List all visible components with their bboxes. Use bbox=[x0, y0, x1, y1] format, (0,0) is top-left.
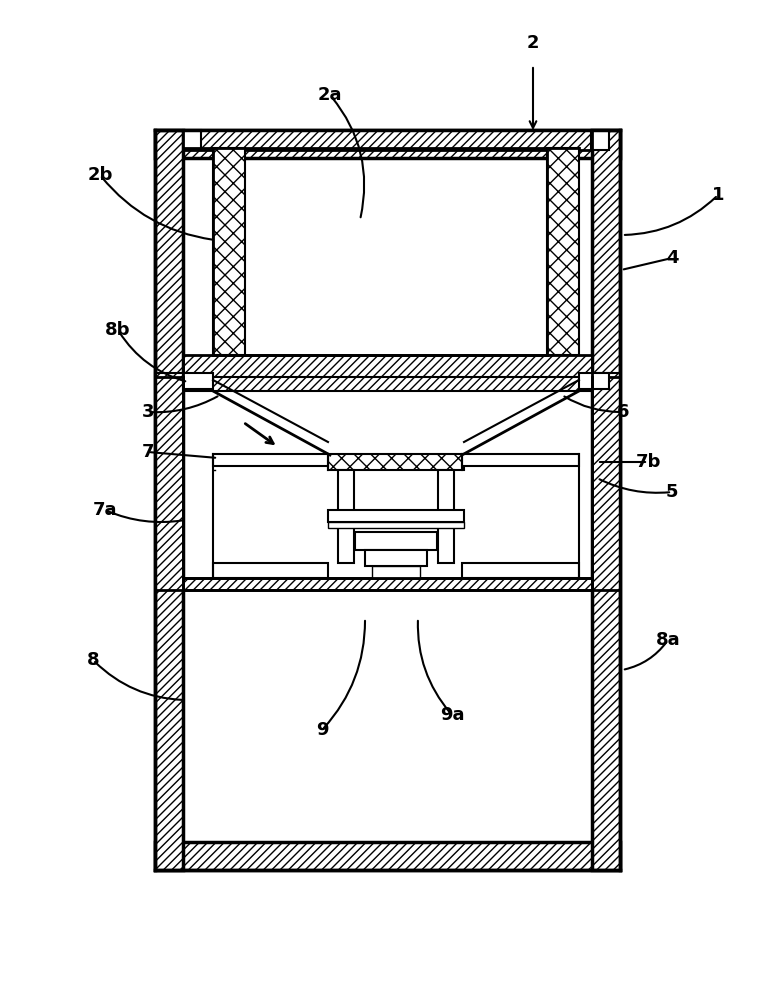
Text: 4: 4 bbox=[666, 249, 678, 267]
Text: 9a: 9a bbox=[439, 706, 464, 724]
Bar bbox=[183, 130, 201, 150]
Bar bbox=[438, 470, 454, 563]
Bar bbox=[213, 148, 245, 355]
Bar bbox=[183, 130, 592, 150]
Bar bbox=[155, 377, 183, 590]
Text: 7: 7 bbox=[142, 443, 154, 461]
Text: 9: 9 bbox=[315, 721, 329, 739]
Text: 3: 3 bbox=[142, 403, 154, 421]
Bar bbox=[365, 550, 427, 566]
Bar bbox=[155, 130, 183, 870]
Bar bbox=[328, 522, 464, 528]
Text: 8: 8 bbox=[87, 651, 99, 669]
Bar bbox=[579, 373, 609, 389]
Bar bbox=[213, 563, 328, 578]
Bar bbox=[462, 454, 579, 466]
Bar bbox=[338, 470, 354, 563]
Bar bbox=[328, 510, 464, 522]
Bar bbox=[372, 566, 420, 578]
Bar bbox=[183, 373, 213, 389]
Bar bbox=[592, 373, 620, 389]
Text: 8a: 8a bbox=[656, 631, 680, 649]
Bar bbox=[355, 532, 437, 550]
Text: 5: 5 bbox=[666, 483, 678, 501]
Bar bbox=[155, 130, 620, 158]
Text: 6: 6 bbox=[617, 403, 629, 421]
Bar bbox=[155, 842, 620, 870]
Text: 2b: 2b bbox=[88, 166, 112, 184]
Bar bbox=[592, 377, 620, 590]
Bar bbox=[462, 563, 579, 578]
Bar bbox=[183, 377, 592, 391]
Text: 2a: 2a bbox=[318, 86, 343, 104]
Bar bbox=[328, 454, 464, 470]
Text: 7b: 7b bbox=[636, 453, 660, 471]
Bar bbox=[591, 130, 609, 150]
Text: 1: 1 bbox=[711, 186, 725, 204]
Text: 7a: 7a bbox=[93, 501, 117, 519]
Bar bbox=[183, 355, 592, 377]
Text: 8b: 8b bbox=[105, 321, 131, 339]
Bar bbox=[183, 578, 592, 590]
Bar bbox=[213, 454, 328, 466]
Bar bbox=[155, 373, 183, 389]
Bar bbox=[592, 130, 620, 870]
Bar bbox=[547, 148, 579, 355]
Text: 2: 2 bbox=[527, 34, 539, 52]
